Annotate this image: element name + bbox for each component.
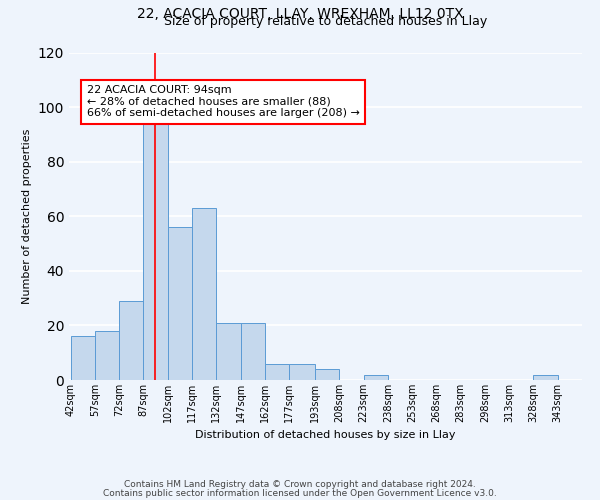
Bar [289,364,315,380]
Bar [533,374,558,380]
Bar [192,208,216,380]
Text: Contains public sector information licensed under the Open Government Licence v3: Contains public sector information licen… [103,490,497,498]
Bar [119,301,143,380]
Bar [265,364,289,380]
Text: Contains HM Land Registry data © Crown copyright and database right 2024.: Contains HM Land Registry data © Crown c… [124,480,476,489]
Bar [364,374,388,380]
Y-axis label: Number of detached properties: Number of detached properties [22,128,32,304]
Bar [315,369,339,380]
Text: 22, ACACIA COURT, LLAY, WREXHAM, LL12 0TX: 22, ACACIA COURT, LLAY, WREXHAM, LL12 0T… [137,8,463,22]
Text: 22 ACACIA COURT: 94sqm
← 28% of detached houses are smaller (88)
66% of semi-det: 22 ACACIA COURT: 94sqm ← 28% of detached… [87,85,359,118]
Bar [71,336,95,380]
Bar [216,322,241,380]
Bar [241,322,265,380]
Title: Size of property relative to detached houses in Llay: Size of property relative to detached ho… [164,14,487,28]
X-axis label: Distribution of detached houses by size in Llay: Distribution of detached houses by size … [195,430,456,440]
Bar [143,112,168,380]
Bar [95,331,119,380]
Bar [168,227,192,380]
